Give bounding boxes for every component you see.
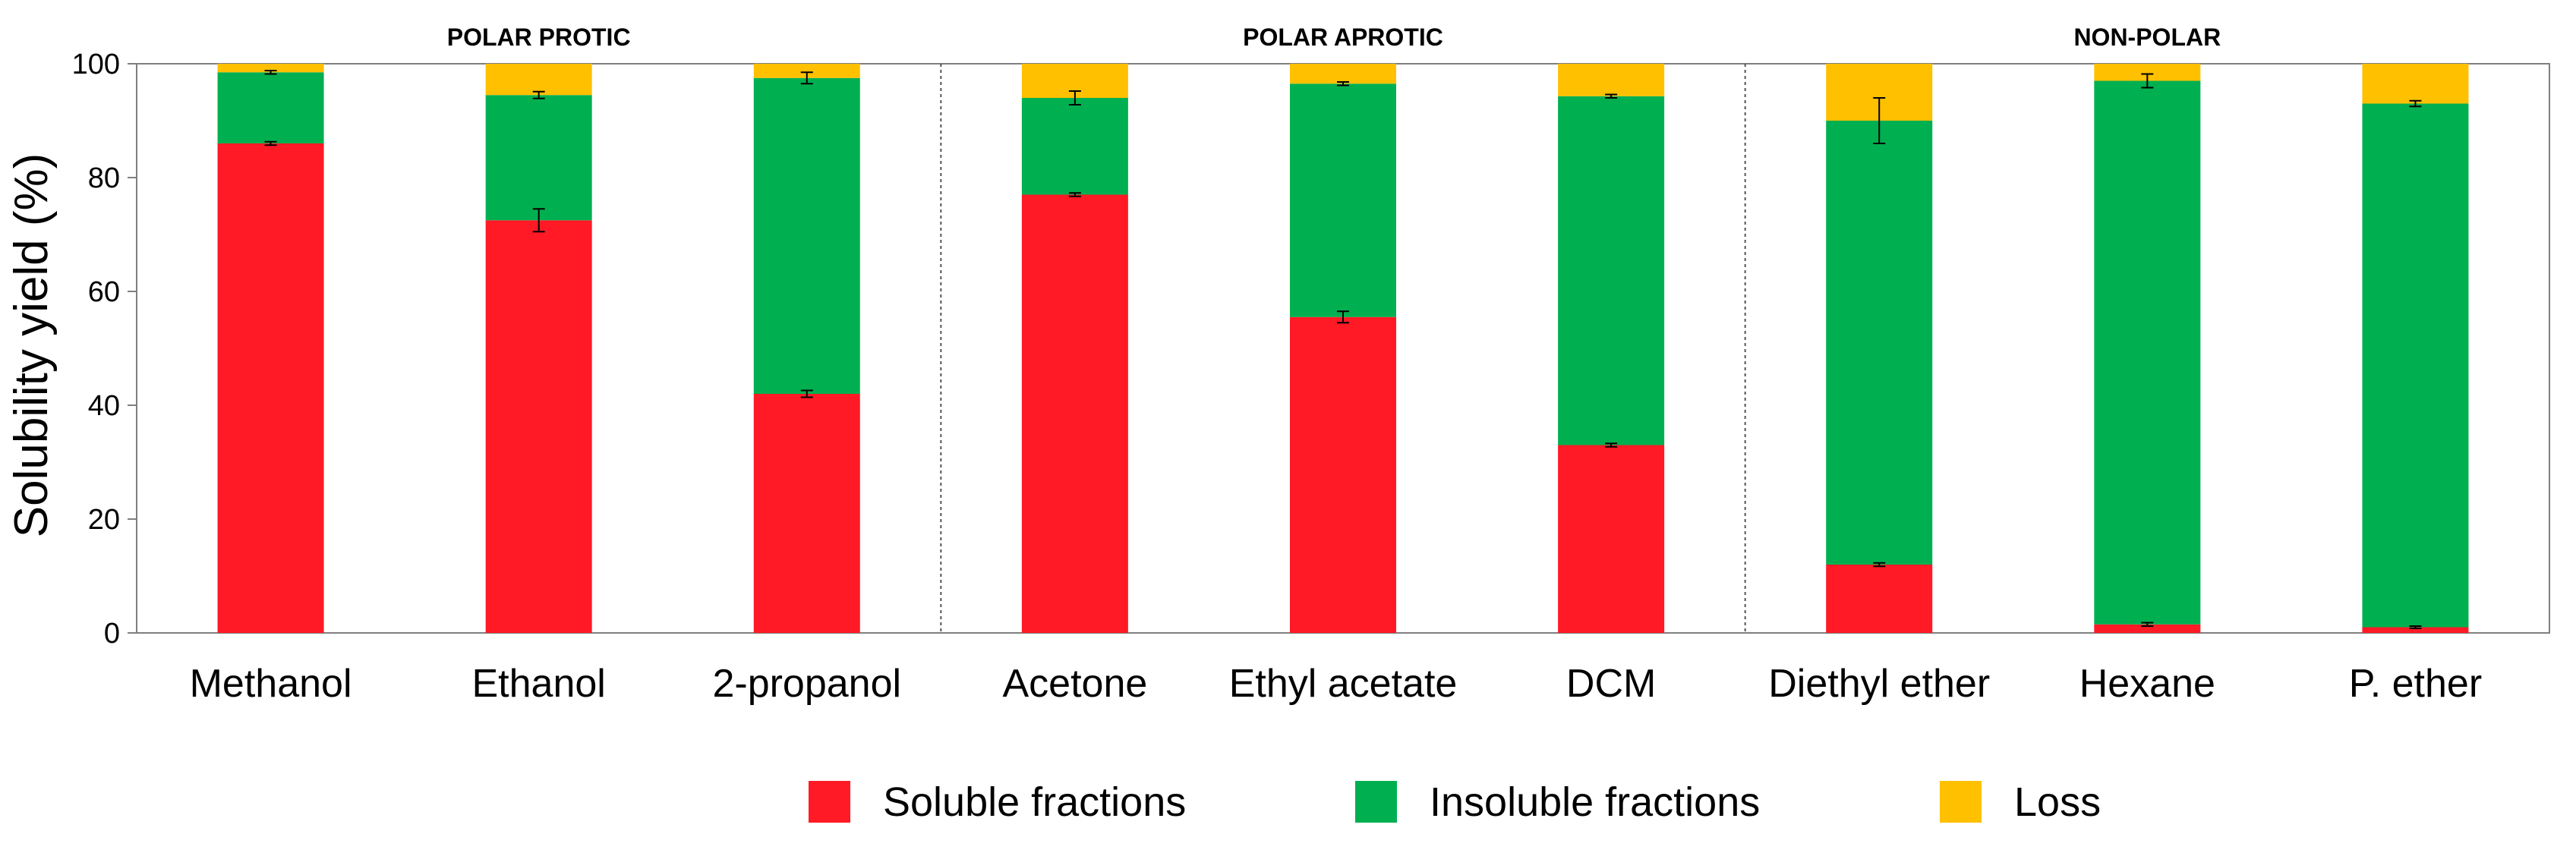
bar-loss: [1290, 64, 1396, 84]
x-category-label: Diethyl ether: [1768, 662, 1990, 706]
bar-soluble-fractions: [1826, 565, 1933, 633]
x-category-label: Methanol: [190, 662, 352, 706]
group-labels: POLAR PROTIC POLAR APROTIC NON-POLAR: [447, 24, 2221, 51]
bar-insoluble-fractions: [753, 77, 860, 394]
bar-soluble-fractions: [485, 220, 592, 633]
y-tick-label: 40: [88, 390, 120, 422]
bar-loss: [217, 64, 324, 73]
bar-soluble-fractions: [1558, 445, 1665, 633]
legend-label: Loss: [2014, 779, 2101, 825]
bar-insoluble-fractions: [2094, 80, 2201, 625]
bars: [217, 64, 2469, 633]
y-axis-label-group: Solubility yield (%): [5, 153, 58, 538]
bar-insoluble-fractions: [1558, 96, 1665, 445]
bar-loss: [2362, 64, 2469, 104]
bar-loss: [753, 64, 860, 78]
bar-loss: [1558, 64, 1665, 96]
bar-soluble-fractions: [2362, 627, 2469, 633]
legend-swatch: [1940, 781, 1982, 823]
bar-soluble-fractions: [2094, 624, 2201, 633]
bar-loss: [485, 64, 592, 96]
group-separators: [940, 64, 1746, 633]
legend-label: Insoluble fractions: [1430, 779, 1760, 825]
bar-soluble-fractions: [217, 143, 324, 633]
legend-swatch: [1355, 781, 1397, 823]
bar-insoluble-fractions: [2362, 103, 2469, 628]
bar-soluble-fractions: [1290, 316, 1396, 633]
bar-insoluble-fractions: [1021, 98, 1128, 195]
y-tick-label: 80: [88, 162, 120, 194]
category-labels: Methanol Ethanol 2-propanol Acetone Ethyl ac…: [190, 662, 2483, 706]
x-category-label: Ethanol: [471, 662, 605, 706]
legend: Soluble fractions Insoluble fractions Loss: [809, 779, 2101, 825]
x-category-label: Ethyl acetate: [1229, 662, 1458, 706]
group-label: POLAR PROTIC: [447, 24, 631, 51]
y-tick-label: 20: [88, 504, 120, 536]
y-tick-label: 100: [72, 49, 120, 80]
x-category-label: Hexane: [2079, 662, 2215, 706]
bar-insoluble-fractions: [1290, 83, 1396, 317]
y-axis-ticks: 0 20 40 60 80 100: [72, 49, 137, 650]
bar-insoluble-fractions: [217, 72, 324, 143]
x-category-label: P. ether: [2349, 662, 2482, 706]
y-tick-label: 60: [88, 276, 120, 308]
bar-soluble-fractions: [1021, 194, 1128, 633]
x-category-label: DCM: [1566, 662, 1656, 706]
bar-loss: [2094, 64, 2201, 81]
error-bars: [264, 70, 2422, 629]
bar-soluble-fractions: [753, 394, 860, 633]
bar-insoluble-fractions: [485, 95, 592, 221]
y-tick-label: 0: [104, 618, 120, 650]
bar-insoluble-fractions: [1826, 121, 1933, 565]
group-label: NON-POLAR: [2073, 24, 2221, 51]
x-category-label: 2-propanol: [712, 662, 901, 706]
legend-swatch: [809, 781, 850, 823]
x-category-label: Acetone: [1002, 662, 1147, 706]
legend-label: Soluble fractions: [883, 779, 1186, 825]
y-axis-label: Solubility yield (%): [5, 153, 58, 538]
group-label: POLAR APROTIC: [1243, 24, 1443, 51]
